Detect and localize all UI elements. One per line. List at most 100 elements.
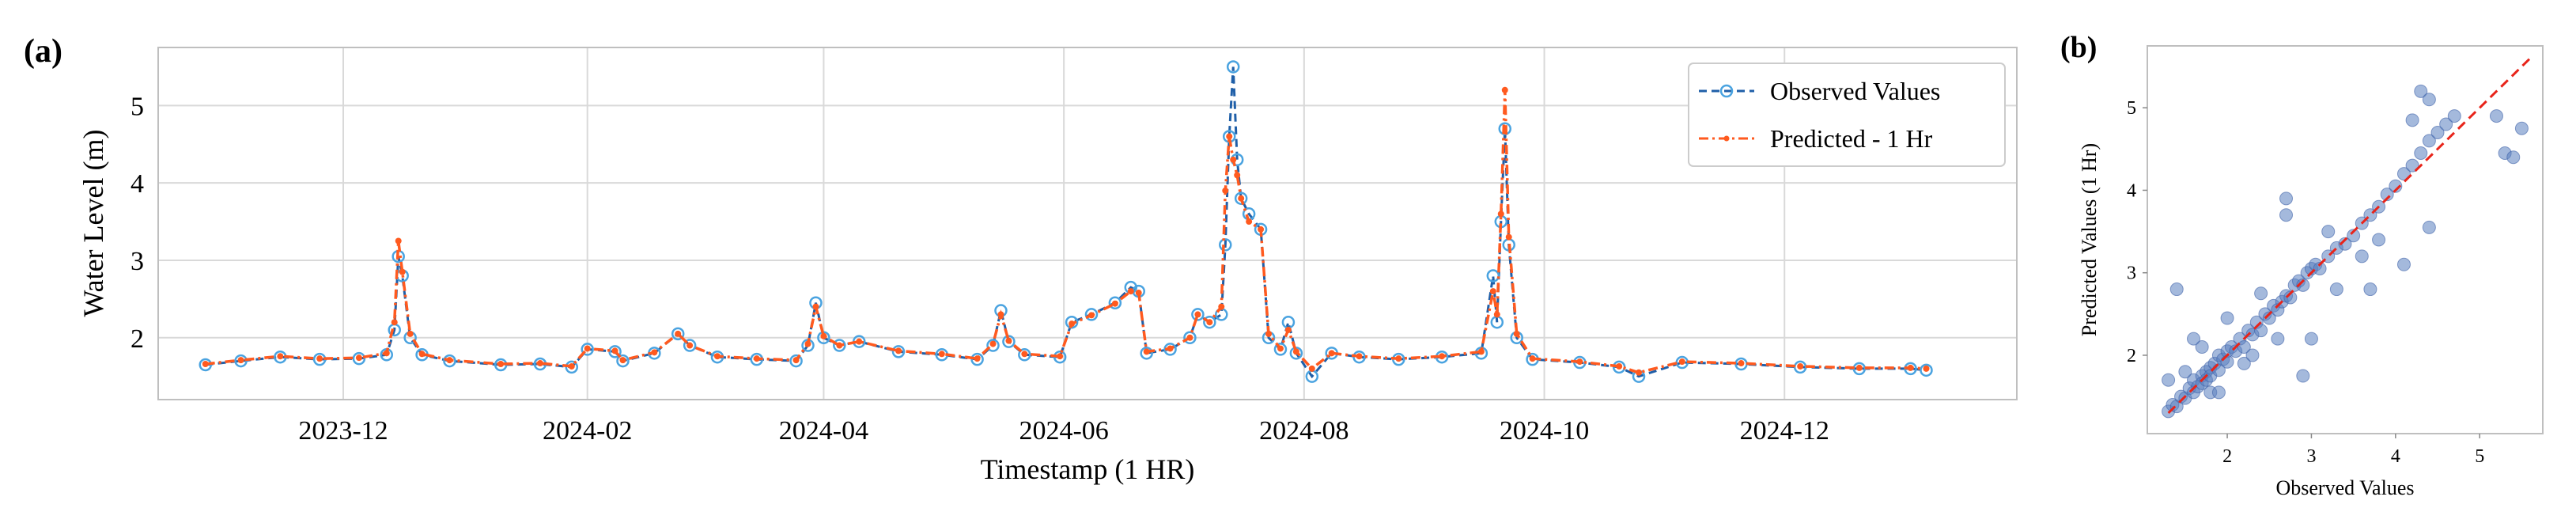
predicted-point bbox=[316, 355, 323, 362]
predicted-point bbox=[536, 360, 543, 367]
scatter-point bbox=[2262, 311, 2276, 325]
predicted-point bbox=[856, 338, 863, 345]
observed-point bbox=[1234, 191, 1248, 205]
scatter-point bbox=[2195, 340, 2209, 354]
panel-a-y-tick-label: 2 bbox=[131, 324, 144, 354]
observed-point bbox=[789, 354, 803, 368]
scatter-point bbox=[2254, 286, 2268, 301]
predicted-point bbox=[997, 311, 1004, 318]
predicted-point bbox=[1477, 348, 1485, 355]
panel-a-x-tick-label: 2024-08 bbox=[1259, 416, 1349, 445]
predicted-point bbox=[1265, 330, 1273, 337]
scatter-point bbox=[2405, 113, 2419, 127]
legend: Observed Values Predicted - 1 Hr bbox=[1688, 63, 2006, 167]
observed-point bbox=[1203, 315, 1216, 329]
scatter-point bbox=[2279, 208, 2294, 222]
scatter-point bbox=[2347, 229, 2361, 243]
predicted-point bbox=[1230, 156, 1237, 163]
predicted-point bbox=[619, 357, 626, 364]
legend-box bbox=[1688, 63, 2006, 167]
predicted-point bbox=[974, 355, 981, 362]
predicted-point bbox=[804, 340, 811, 347]
scatter-point bbox=[2355, 249, 2369, 264]
predicted-point bbox=[675, 330, 682, 337]
predicted-point bbox=[1308, 365, 1315, 372]
panel-b-y-tick-label: 3 bbox=[2127, 264, 2136, 284]
scatter-point bbox=[2211, 385, 2226, 400]
panel-b-y-ticks: 2 3 4 5 bbox=[2127, 98, 2147, 366]
scatter-point bbox=[2396, 167, 2411, 181]
panel-b-frame bbox=[2147, 45, 2544, 434]
predicted-point bbox=[1501, 86, 1508, 93]
scatter-point bbox=[2414, 146, 2428, 161]
predicted-point bbox=[1678, 358, 1685, 366]
scatter-point bbox=[2271, 332, 2285, 346]
predicted-point bbox=[1246, 218, 1253, 226]
panel-a-y-ticks: 2 3 4 5 bbox=[131, 92, 144, 353]
predicted-point bbox=[584, 345, 591, 352]
predicted-point bbox=[1143, 348, 1150, 355]
panel-b-x-axis-label: Observed Values bbox=[2276, 476, 2415, 499]
predicted-point bbox=[1616, 362, 1623, 370]
panel-b-y-tick-label: 4 bbox=[2127, 180, 2136, 201]
scatter-point bbox=[2329, 282, 2343, 297]
panel-a-x-tick-label: 2023-12 bbox=[298, 416, 388, 445]
observed-point bbox=[891, 345, 906, 358]
scatter-point bbox=[2178, 365, 2192, 379]
observed-point bbox=[581, 343, 594, 356]
observed-point bbox=[1191, 308, 1205, 321]
scatter-point bbox=[2279, 191, 2294, 206]
predicted-series-line bbox=[205, 89, 1927, 374]
panel-a-x-tick-label: 2024-04 bbox=[779, 416, 868, 445]
observed-point bbox=[1163, 343, 1177, 356]
predicted-point bbox=[1111, 300, 1118, 307]
legend-predicted-marker bbox=[1723, 135, 1730, 142]
observed-point bbox=[1183, 331, 1197, 345]
predicted-point bbox=[497, 361, 505, 368]
scatter-point bbox=[2169, 282, 2184, 297]
predicted-point bbox=[1021, 351, 1028, 358]
predicted-point bbox=[938, 351, 945, 358]
observed-point bbox=[616, 354, 630, 368]
panel-a-y-tick-label: 5 bbox=[131, 92, 144, 121]
predicted-point bbox=[895, 347, 902, 354]
panel-a-x-tick-label: 2024-10 bbox=[1500, 416, 1589, 445]
predicted-point bbox=[1206, 319, 1213, 326]
legend-observed-marker bbox=[1719, 84, 1734, 98]
predicted-point bbox=[277, 353, 284, 360]
predicted-point bbox=[1234, 172, 1241, 179]
observed-point bbox=[1140, 347, 1153, 360]
predicted-point bbox=[1923, 365, 1930, 372]
predicted-point bbox=[1127, 288, 1134, 295]
scatter-point bbox=[2245, 348, 2260, 362]
predicted-point bbox=[1489, 288, 1496, 295]
observed-point bbox=[1084, 308, 1099, 321]
predicted-point bbox=[1194, 311, 1201, 318]
predicted-point bbox=[202, 361, 209, 368]
predicted-point bbox=[1057, 353, 1064, 360]
predicted-point bbox=[1493, 311, 1500, 318]
scatter-point bbox=[2254, 324, 2268, 338]
predicted-point bbox=[1356, 353, 1363, 360]
panel-b-y-axis-label: Predicted Values (1 Hr) bbox=[2078, 143, 2101, 336]
panel-b-x-tick-label: 3 bbox=[2306, 446, 2316, 467]
scatter-point bbox=[2283, 290, 2298, 305]
panel-a-y-tick-label: 4 bbox=[131, 169, 144, 199]
observed-point bbox=[1920, 363, 1933, 377]
predicted-point bbox=[812, 303, 819, 310]
scatter-point bbox=[2422, 93, 2436, 107]
predicted-point bbox=[1226, 133, 1233, 140]
predicted-point bbox=[1505, 233, 1512, 241]
predicted-point bbox=[1135, 290, 1142, 297]
predicted-point bbox=[792, 357, 800, 364]
scatter-point bbox=[2422, 220, 2436, 234]
observed-point bbox=[671, 327, 685, 341]
predicted-point bbox=[1167, 345, 1174, 352]
predicted-point bbox=[399, 268, 406, 275]
observed-point bbox=[1352, 350, 1366, 364]
panel-b-x-tick-label: 5 bbox=[2475, 446, 2484, 467]
observed-point bbox=[970, 352, 984, 366]
predicted-point bbox=[1497, 210, 1504, 218]
predicted-point bbox=[753, 355, 760, 362]
